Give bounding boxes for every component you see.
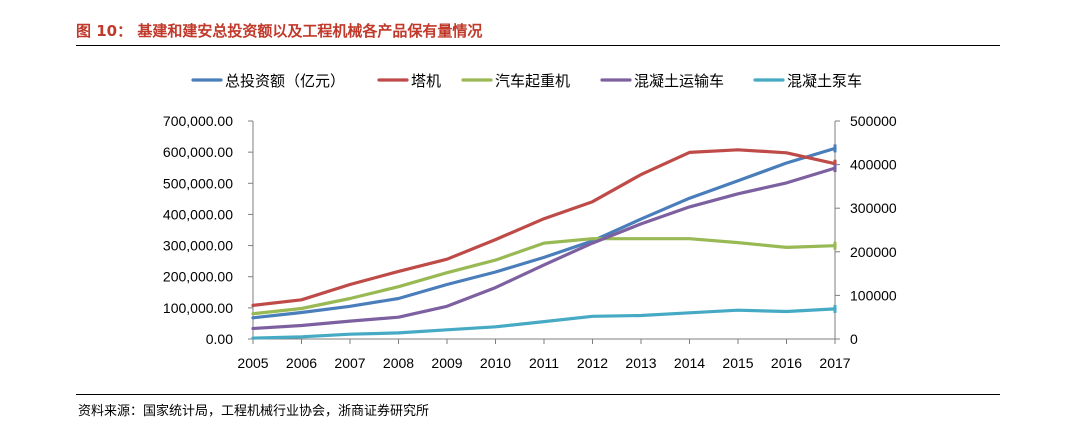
- y-left-tick-label: 200,000.00: [163, 269, 233, 285]
- legend-label-4: 混凝土泵车: [787, 72, 862, 90]
- y-left-tick-label: 0.00: [206, 331, 233, 347]
- title-rule: [76, 45, 1000, 46]
- x-tick-label: 2006: [286, 355, 317, 371]
- series-line-3: [251, 166, 837, 331]
- x-tick-label: 2012: [577, 355, 608, 371]
- y-left-tick-label: 400,000.00: [163, 206, 233, 222]
- series-line-0: [251, 146, 837, 320]
- x-tick-label: 2015: [722, 355, 753, 371]
- x-tick-label: 2010: [480, 355, 511, 371]
- series-line-1: [251, 148, 837, 307]
- x-tick-label: 2016: [771, 355, 802, 371]
- y-left-tick-label: 600,000.00: [163, 144, 233, 160]
- y-right-tick-label: 0: [850, 331, 858, 347]
- y-right-tick-label: 400000: [850, 157, 897, 173]
- source-note: 资料来源：国家统计局，工程机械行业协会，浙商证券研究所: [78, 404, 430, 419]
- y-right-tick-label: 500000: [850, 113, 897, 129]
- x-tick-label: 2009: [431, 355, 462, 371]
- x-tick-label: 2014: [674, 355, 705, 371]
- x-tick-label: 2011: [529, 355, 559, 371]
- x-tick-label: 2008: [383, 355, 414, 371]
- source-rule: [76, 394, 1000, 395]
- legend-label-0: 总投资额（亿元）: [225, 72, 345, 90]
- y-right-tick-label: 100000: [850, 287, 897, 303]
- y-left-tick-label: 700,000.00: [163, 113, 233, 129]
- x-tick-label: 2017: [819, 355, 850, 371]
- legend: 总投资额（亿元） 塔机 汽车起重机 混凝土运输车 混凝土泵车: [191, 72, 862, 90]
- y-left-tick-label: 500,000.00: [163, 175, 233, 191]
- x-tick-label: 2013: [625, 355, 656, 371]
- series-line-2: [251, 237, 837, 316]
- x-tick-label: 2005: [237, 355, 268, 371]
- y-right-tick-label: 200000: [850, 244, 897, 260]
- y-left-tick-label: 300,000.00: [163, 238, 233, 254]
- plot-area: 0.00 100,000.00 200,000.00 300,000.00 400,00…: [163, 113, 897, 371]
- y-left-tick-label: 100,000.00: [163, 300, 233, 316]
- legend-label-2: 汽车起重机: [495, 72, 570, 90]
- legend-label-3: 混凝土运输车: [634, 72, 724, 90]
- legend-label-1: 塔机: [411, 72, 441, 90]
- x-tick-label: 2007: [334, 355, 365, 371]
- y-right-tick-label: 300000: [850, 200, 897, 216]
- series-line-4: [251, 307, 837, 340]
- figure-title: 图 10： 基建和建安总投资额以及工程机械各产品保有量情况: [76, 22, 483, 40]
